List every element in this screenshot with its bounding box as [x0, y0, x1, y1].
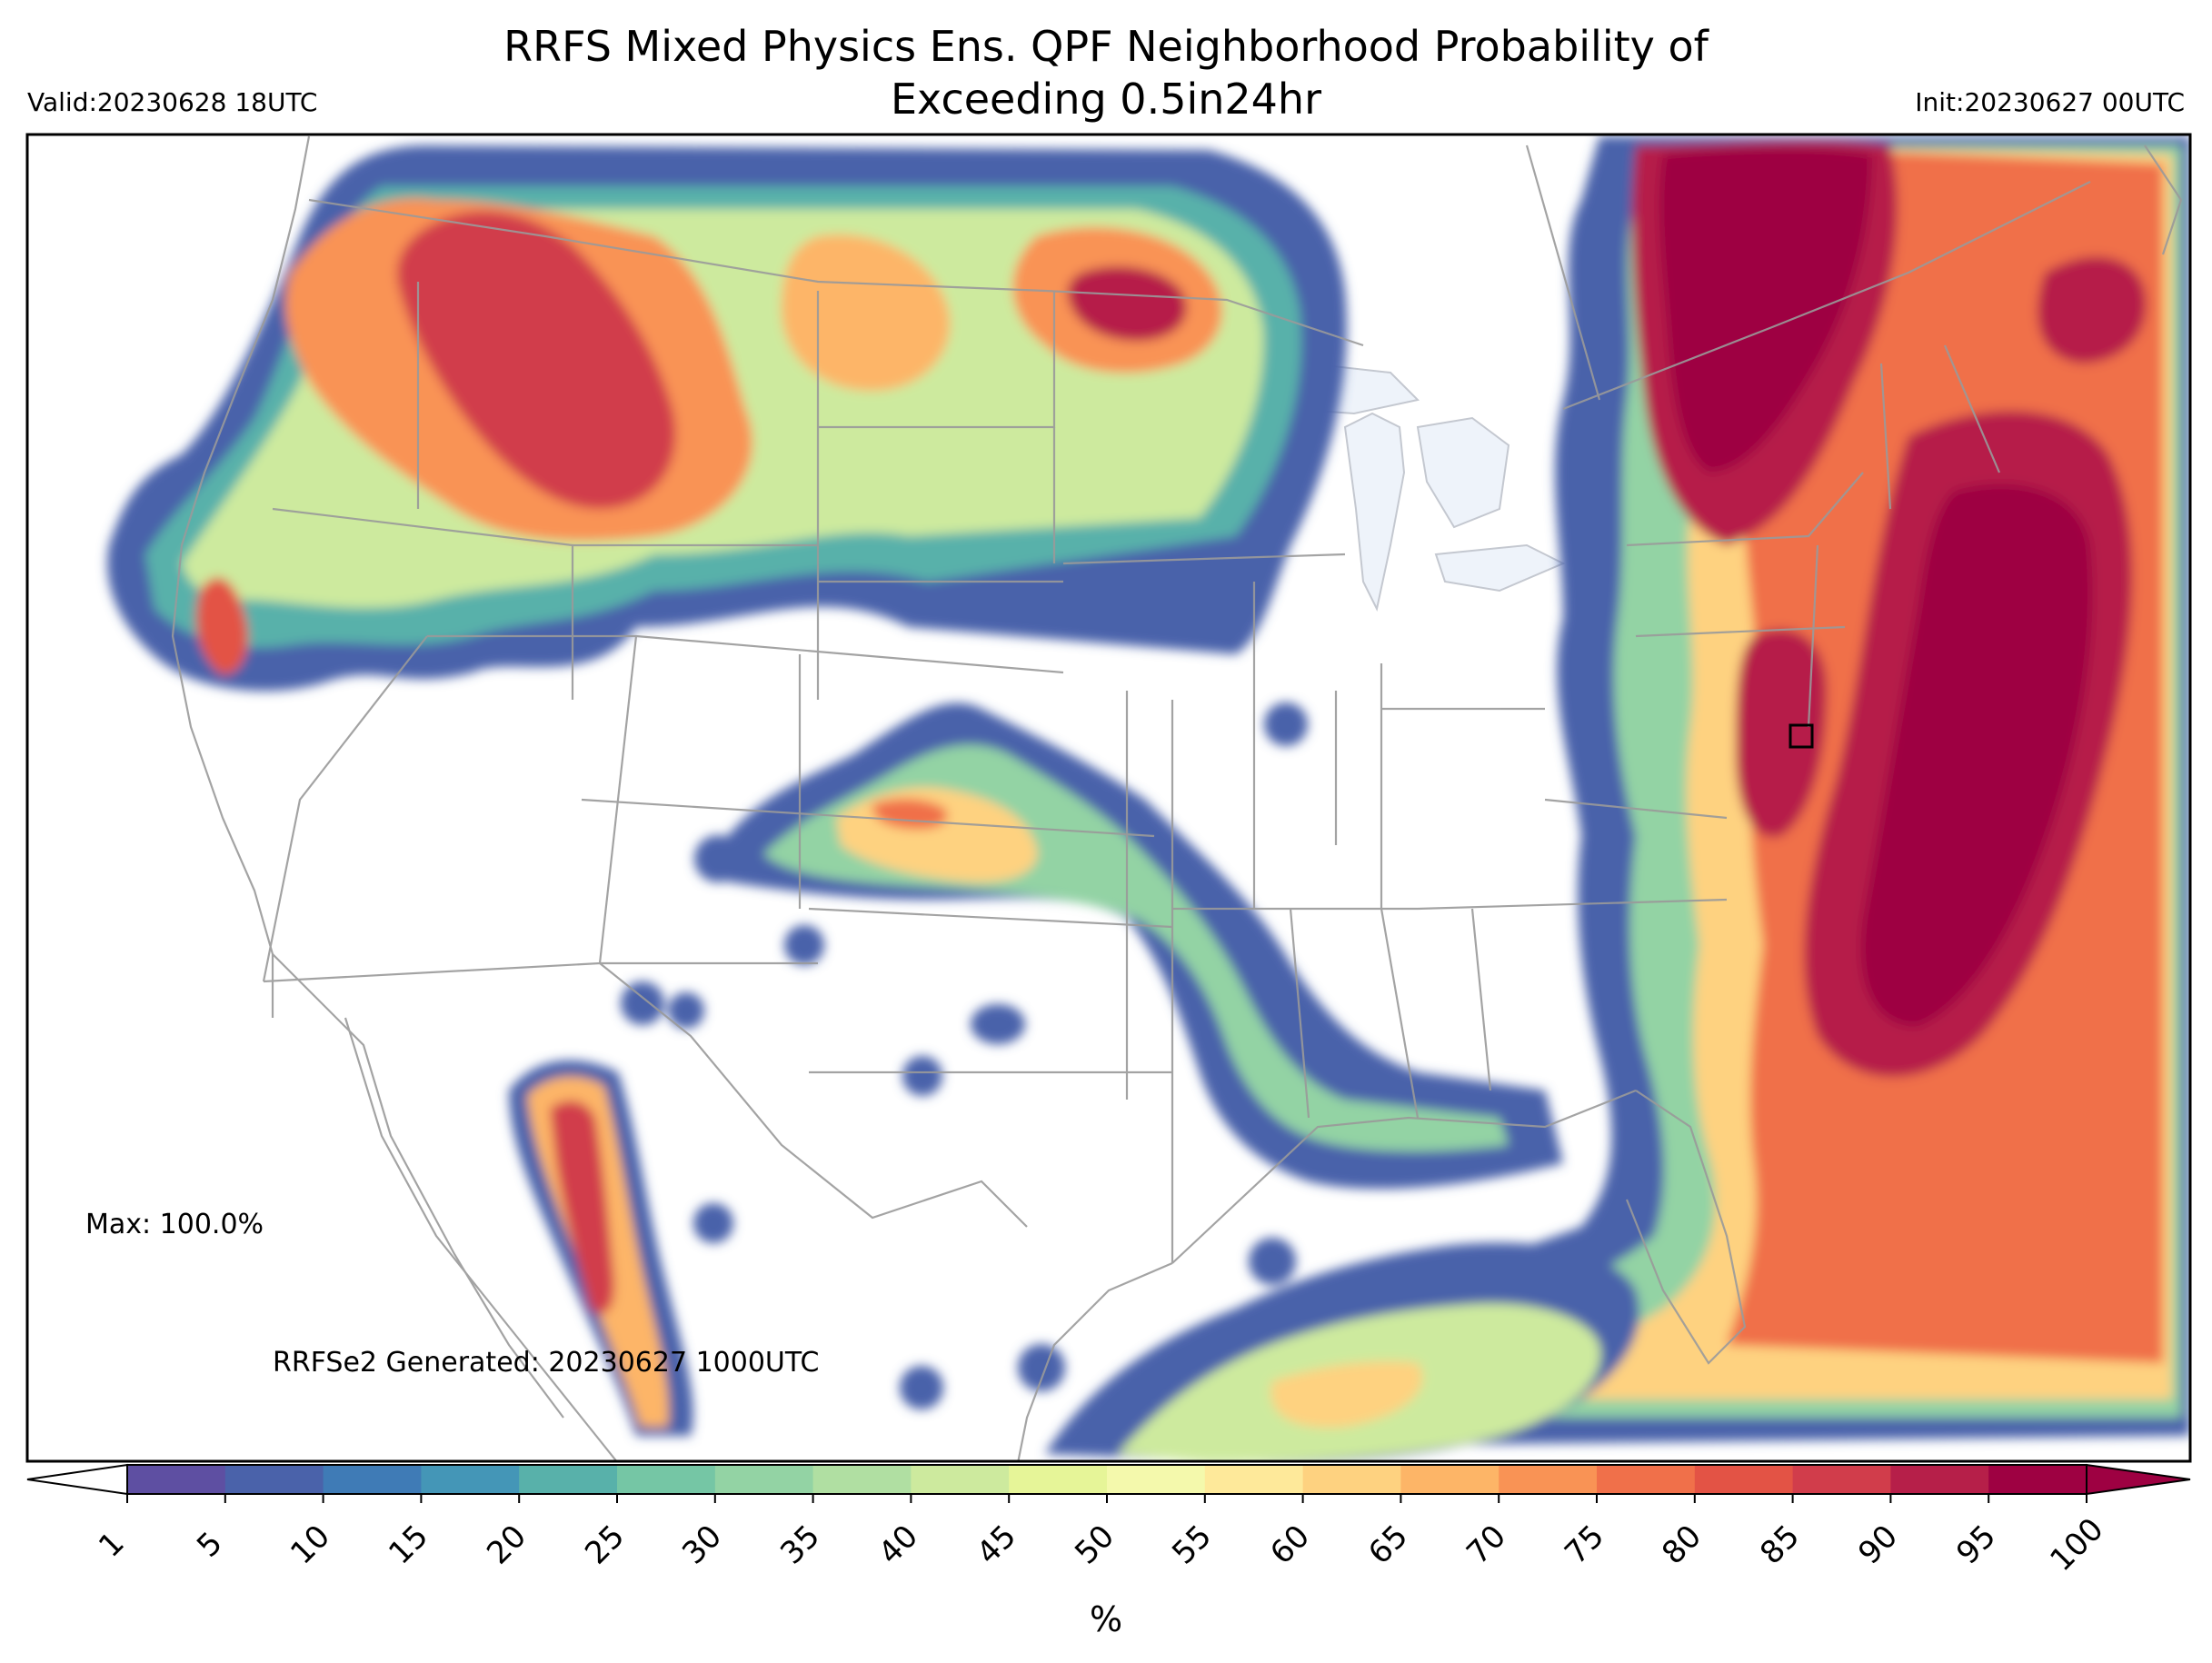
colorbar-segment — [421, 1465, 520, 1494]
title-line-1: RRFS Mixed Physics Ens. QPF Neighborhood… — [503, 22, 1709, 71]
title-line-2: Exceeding 0.5in24hr — [890, 75, 1321, 124]
colorbar-min-extend — [26, 1463, 128, 1496]
colorbar-segment — [1302, 1465, 1401, 1494]
probability-contours — [107, 136, 2190, 1461]
colorbar-segment — [1009, 1465, 1108, 1494]
valid-time-label: Valid:20230628 18UTC — [27, 87, 318, 117]
colorbar-segment — [323, 1465, 422, 1494]
map-title: RRFS Mixed Physics Ens. QPF Neighborhood… — [0, 20, 2212, 125]
colorbar-segment — [127, 1465, 226, 1494]
colorbar-max-extend — [2086, 1463, 2191, 1496]
location-marker — [1789, 723, 1814, 749]
colorbar-segment — [1597, 1465, 1696, 1494]
colorbar-segment — [519, 1465, 618, 1494]
colorbar — [26, 1463, 2191, 1503]
colorbar-segment — [224, 1465, 324, 1494]
colorbar-segment — [1694, 1465, 1794, 1494]
colorbar-unit-label: % — [1089, 1599, 1123, 1639]
colorbar-segment — [1988, 1465, 2087, 1494]
colorbar-segment — [1204, 1465, 1304, 1494]
colorbar-segment — [714, 1465, 814, 1494]
boundaries — [171, 135, 2183, 1461]
map-area — [27, 134, 2190, 1461]
colorbar-segment — [1792, 1465, 1891, 1494]
colorbar-segment — [1400, 1465, 1500, 1494]
generated-label: RRFSe2 Generated: 20230627 1000UTC — [273, 1347, 820, 1379]
colorbar-segment — [1107, 1465, 1206, 1494]
colorbar-segment — [911, 1465, 1010, 1494]
colorbar-segment — [1890, 1465, 1989, 1494]
colorbar-segment — [617, 1465, 716, 1494]
map-frame — [25, 133, 2192, 1463]
colorbar-segment — [1499, 1465, 1598, 1494]
init-time-label: Init:20230627 00UTC — [1915, 87, 2185, 117]
max-value-label: Max: 100.0% — [85, 1209, 264, 1240]
colorbar-segment — [812, 1465, 912, 1494]
